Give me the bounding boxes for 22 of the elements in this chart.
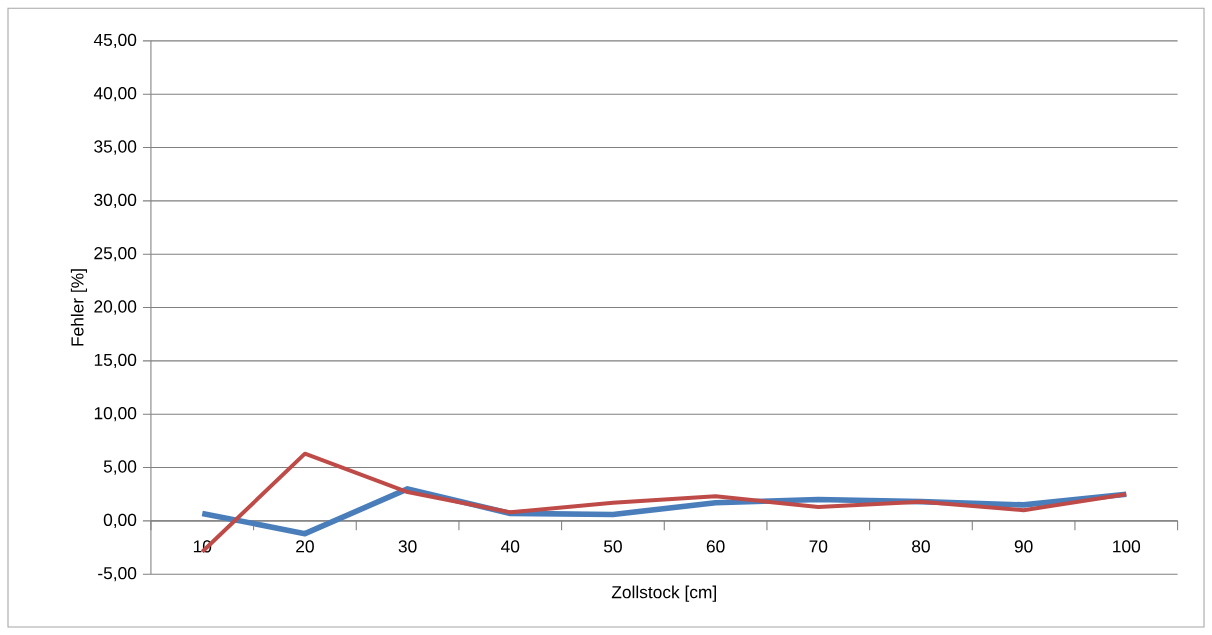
x-tick-label: 20 [296, 540, 314, 553]
x-tick-label: 100 [1113, 540, 1141, 553]
y-tick-label: 0,00 [103, 513, 137, 529]
x-tick-label: 70 [809, 540, 828, 553]
y-tick-label: 30,00 [94, 193, 137, 209]
x-axis-title: Zollstock [cm] [611, 585, 716, 602]
x-tick-label: 60 [706, 540, 725, 553]
y-tick-label: 25,00 [94, 247, 137, 262]
y-tick-label: 20,00 [94, 300, 137, 315]
y-axis-title: Fehler [%] [70, 269, 88, 346]
x-tick-label: 30 [398, 540, 417, 553]
y-tick-label: 40,00 [93, 87, 137, 102]
y-tick-label: 15,00 [94, 353, 137, 369]
y-tick-label: 35,00 [94, 140, 137, 155]
x-tick-label: 90 [1014, 540, 1033, 553]
x-tick-label: 50 [603, 540, 622, 553]
x-tick-label: 80 [912, 540, 930, 553]
x-tick-label: 40 [501, 540, 520, 553]
y-tick-label: 5,00 [103, 460, 137, 475]
y-tick-label: 45,00 [93, 33, 137, 49]
y-tick-label: -5,00 [98, 567, 137, 582]
y-tick-label: 10,00 [94, 407, 137, 422]
